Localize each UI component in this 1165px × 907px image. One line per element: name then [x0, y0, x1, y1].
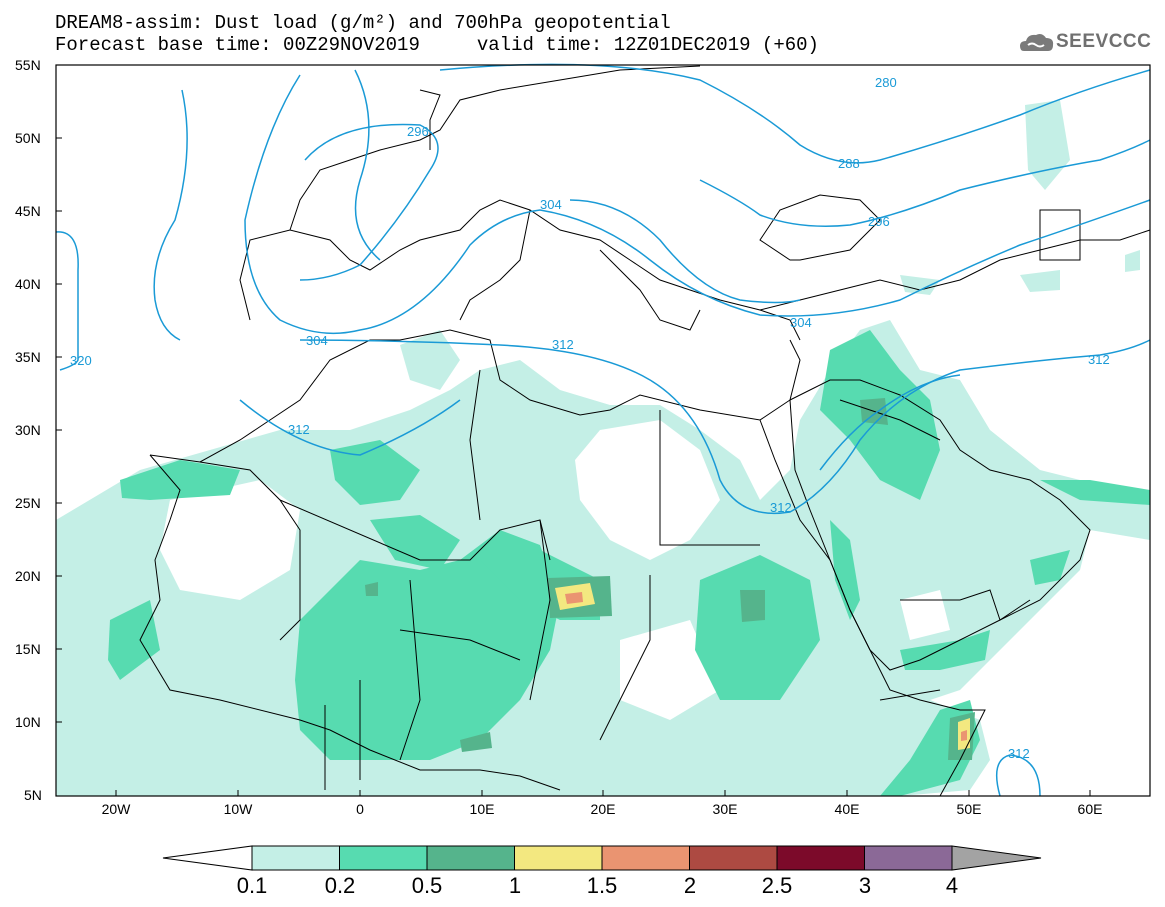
lat-label: 50N: [15, 130, 41, 146]
colorbar-low-arrow: [162, 845, 253, 871]
lon-label: 40E: [835, 801, 860, 817]
lat-label: 20N: [15, 568, 41, 584]
lat-label: 55N: [15, 57, 41, 73]
svg-text:320: 320: [70, 353, 92, 368]
svg-text:312: 312: [1008, 746, 1030, 761]
colorbar-swatch: [339, 845, 428, 871]
svg-text:296: 296: [868, 214, 890, 229]
lat-label: 45N: [15, 203, 41, 219]
longitude-labels: 20W 10W 0 10E 20E 30E 40E 50E 60E: [102, 801, 1103, 817]
lon-label: 10W: [224, 801, 254, 817]
svg-text:296: 296: [407, 124, 429, 139]
lon-label: 20W: [102, 801, 132, 817]
lon-label: 30E: [713, 801, 738, 817]
svg-text:312: 312: [288, 422, 310, 437]
colorbar-label: 1: [509, 873, 521, 898]
svg-text:304: 304: [540, 197, 562, 212]
colorbar-swatch: [689, 845, 778, 871]
colorbar-label: 0.1: [237, 873, 268, 898]
colorbar-swatch: [514, 845, 603, 871]
lat-label: 15N: [15, 641, 41, 657]
lat-label: 5N: [24, 787, 42, 803]
colorbar-label: 1.5: [587, 873, 618, 898]
lon-label: 50E: [957, 801, 982, 817]
lon-label: 10E: [470, 801, 495, 817]
svg-text:312: 312: [552, 337, 574, 352]
svg-text:288: 288: [838, 156, 860, 171]
colorbar-swatch: [426, 845, 515, 871]
colorbar-swatch: [601, 845, 690, 871]
colorbar-label: 3: [859, 873, 871, 898]
lat-label: 35N: [15, 349, 41, 365]
lon-label: 20E: [591, 801, 616, 817]
lon-label: 0: [356, 801, 364, 817]
contour-labels: 280 296 288 304 296 304 320 312 304 312 …: [70, 75, 1110, 761]
colorbar-label: 0.2: [325, 873, 356, 898]
latitude-labels: 55N 50N 45N 40N 35N 30N 25N 20N 15N 10N …: [15, 57, 42, 803]
cloud-icon: [1020, 34, 1054, 51]
geopotential-contours: [55, 63, 1151, 797]
svg-text:280: 280: [875, 75, 897, 90]
lat-label: 25N: [15, 495, 41, 511]
lat-label: 10N: [15, 714, 41, 730]
colorbar-label: 4: [946, 873, 958, 898]
colorbar-swatch: [251, 845, 340, 871]
svg-text:304: 304: [306, 333, 328, 348]
colorbar-label: 2.5: [762, 873, 793, 898]
colorbar-label: 2: [684, 873, 696, 898]
svg-text:304: 304: [790, 315, 812, 330]
logo-text: SEEVCCC: [1056, 31, 1152, 52]
svg-text:312: 312: [1088, 352, 1110, 367]
svg-text:312: 312: [770, 500, 792, 515]
lat-label: 40N: [15, 276, 41, 292]
map-title-line1: DREAM8-assim: Dust load (g/m²) and 700hP…: [55, 12, 671, 34]
map-title-line2: Forecast base time: 00Z29NOV2019 valid t…: [55, 34, 819, 56]
lon-label: 60E: [1078, 801, 1103, 817]
dust-shading: [56, 100, 1150, 796]
colorbar-swatch: [776, 845, 865, 871]
colorbar-swatch: [864, 845, 953, 871]
colorbar-label: 0.5: [412, 873, 443, 898]
lat-label: 30N: [15, 422, 41, 438]
colorbar-high-arrow: [951, 845, 1042, 871]
colorbar: 0.1 0.2 0.5 1 1.5 2 2.5 3 4: [162, 845, 1042, 898]
tick-marks: [56, 64, 1091, 796]
